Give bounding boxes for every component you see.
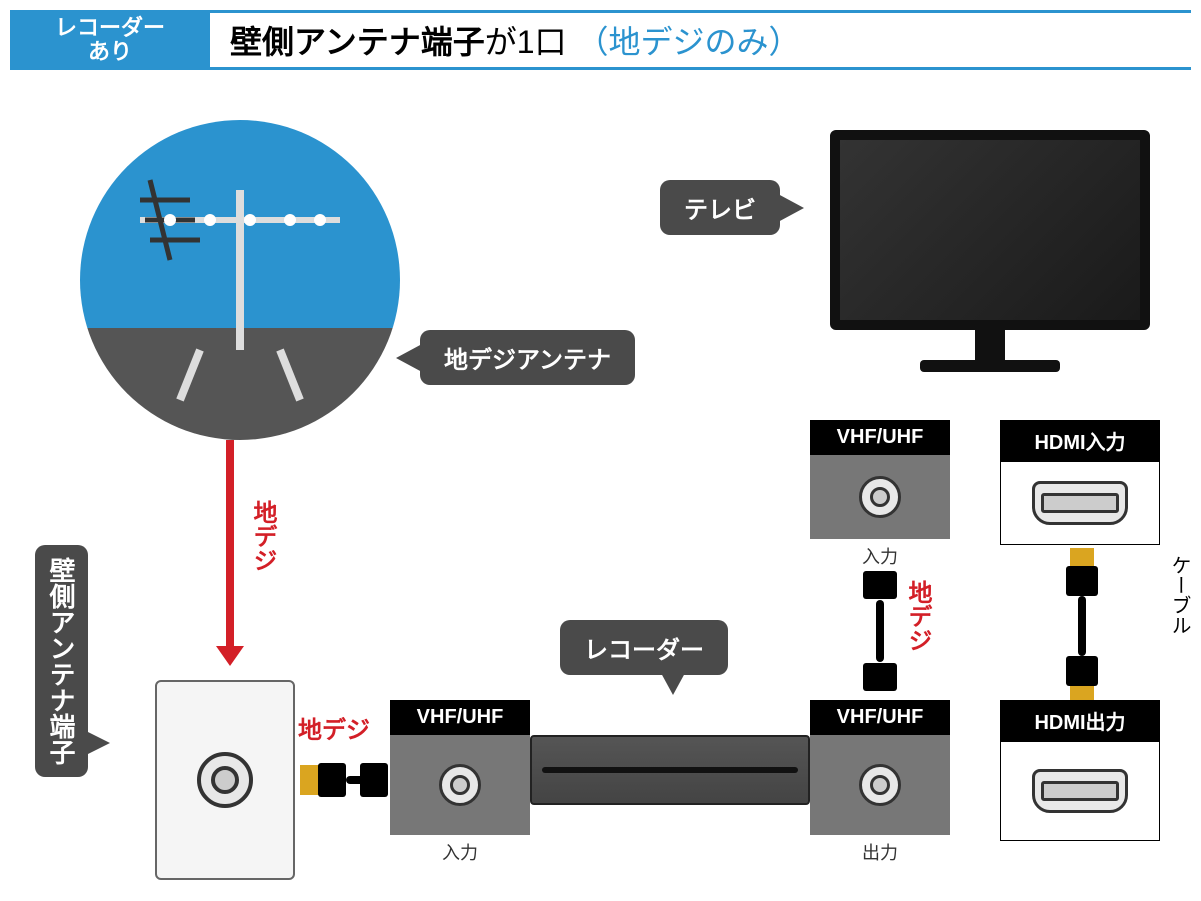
hdmi-icon bbox=[1032, 481, 1128, 525]
tv-illustration bbox=[830, 130, 1150, 390]
coax-plug bbox=[360, 763, 388, 797]
badge-line2: あり bbox=[88, 40, 132, 64]
port-recorder-in: VHF/UHF 入力 bbox=[390, 700, 530, 865]
port-recorder-in-head: VHF/UHF bbox=[390, 700, 530, 735]
title-paren: （地デジのみ） bbox=[577, 17, 801, 63]
coax-cable-2 bbox=[876, 600, 884, 662]
title-thin: が1口 bbox=[485, 17, 567, 63]
coax-icon bbox=[859, 764, 901, 806]
antenna-illustration bbox=[80, 120, 400, 440]
port-hdmi-in: HDMI入力 bbox=[1000, 420, 1160, 545]
port-tv-vhf-sub: 入力 bbox=[810, 543, 950, 569]
port-recorder-out-head: VHF/UHF bbox=[810, 700, 950, 735]
hdmi-icon bbox=[1032, 769, 1128, 813]
header-bar: レコーダー あり 壁側アンテナ端子 が1口 （地デジのみ） bbox=[10, 10, 1191, 70]
port-recorder-out-sub: 出力 bbox=[810, 839, 950, 865]
coax-plug bbox=[863, 571, 897, 599]
port-tv-vhf-head: VHF/UHF bbox=[810, 420, 950, 455]
hdmi-cable bbox=[1078, 596, 1086, 656]
coax-plug bbox=[863, 663, 897, 691]
wall-coax-port bbox=[197, 752, 253, 808]
label-recorder: レコーダー bbox=[560, 620, 728, 675]
arrow-antenna-to-wall bbox=[226, 440, 234, 650]
hdmi-plug bbox=[1066, 566, 1098, 596]
port-hdmi-out: HDMI出力 bbox=[1000, 700, 1160, 841]
port-hdmi-out-head: HDMI出力 bbox=[1000, 700, 1160, 741]
hdmi-plug bbox=[1066, 656, 1098, 686]
coax-icon bbox=[439, 764, 481, 806]
port-recorder-out: VHF/UHF 出力 bbox=[810, 700, 950, 865]
port-tv-vhf: VHF/UHF 入力 bbox=[810, 420, 950, 569]
coax-icon bbox=[859, 476, 901, 518]
label-recorder-text: レコーダー bbox=[584, 637, 704, 664]
title-bold: 壁側アンテナ端子 bbox=[230, 17, 485, 63]
label-antenna-text: 地デジアンテナ bbox=[444, 347, 611, 374]
wall-plate bbox=[155, 680, 295, 880]
header-badge: レコーダー あり bbox=[10, 10, 210, 70]
coax-connector bbox=[300, 765, 320, 795]
signal-chideji-h: 地デジ bbox=[298, 710, 370, 745]
port-hdmi-in-head: HDMI入力 bbox=[1000, 420, 1160, 461]
label-tv: テレビ bbox=[660, 180, 780, 235]
recorder-illustration bbox=[530, 735, 810, 805]
label-wall-terminal: 壁側アンテナ端子 bbox=[35, 545, 88, 777]
port-recorder-in-sub: 入力 bbox=[390, 839, 530, 865]
coax-plug bbox=[318, 763, 346, 797]
hdmi-cable-label: HDMIケーブル bbox=[1165, 555, 1201, 635]
header-title: 壁側アンテナ端子 が1口 （地デジのみ） bbox=[210, 10, 1191, 70]
label-wall-terminal-text: 壁側アンテナ端子 bbox=[46, 557, 76, 765]
label-tv-text: テレビ bbox=[684, 197, 756, 224]
signal-chideji-2: 地デジ bbox=[900, 580, 935, 652]
badge-line1: レコーダー bbox=[55, 16, 165, 40]
signal-chideji-1: 地デジ bbox=[245, 500, 280, 572]
hdmi-connector bbox=[1070, 548, 1094, 566]
label-antenna: 地デジアンテナ bbox=[420, 330, 635, 385]
